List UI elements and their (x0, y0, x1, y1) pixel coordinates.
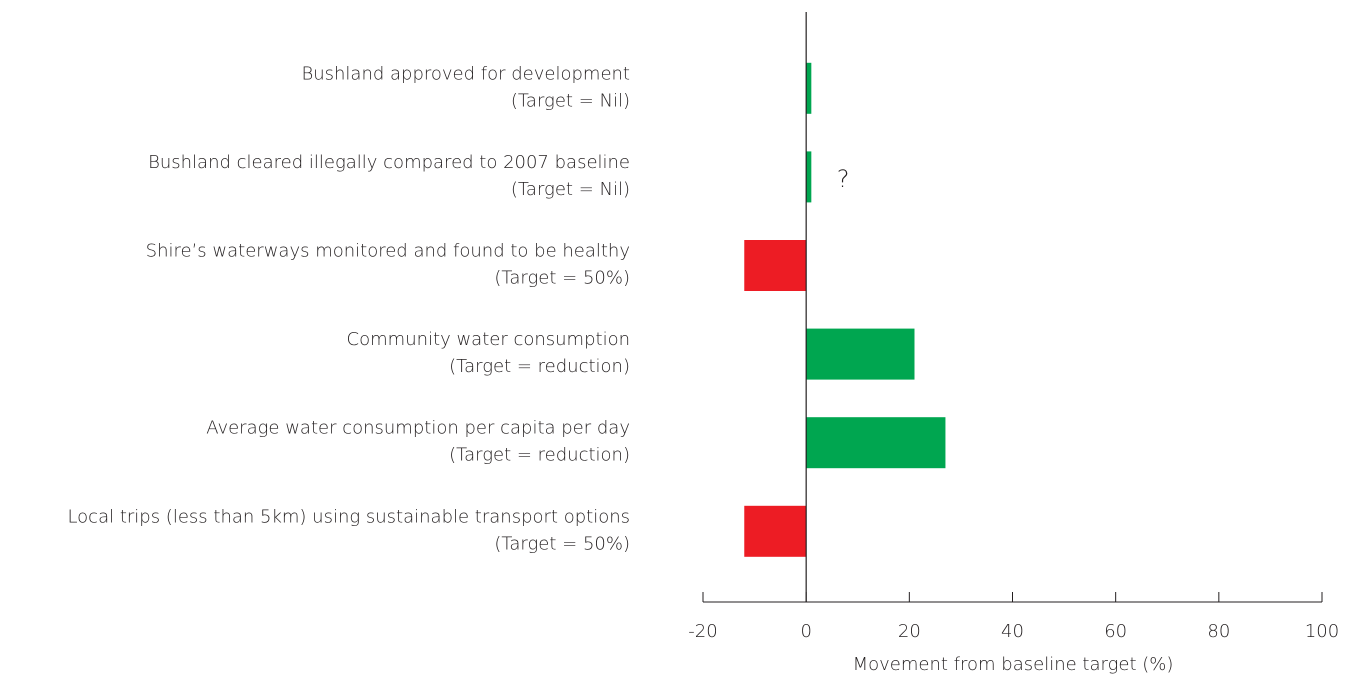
category-label: Average water consumption per capita per… (206, 418, 630, 439)
category-target: (Target = 50%) (494, 533, 630, 554)
category-target: (Target = Nil) (511, 179, 630, 200)
x-tick-label: 100 (1305, 621, 1339, 642)
bar (744, 240, 807, 291)
x-tick-label: 20 (898, 621, 921, 642)
category-label: Bushland cleared illegally compared to 2… (148, 152, 630, 173)
bar (744, 505, 807, 557)
category-target: (Target = Nil) (511, 90, 630, 111)
category-target: (Target = reduction) (449, 356, 630, 377)
bar (806, 62, 812, 114)
category-target: (Target = 50%) (494, 268, 630, 289)
x-tick-label: 60 (1104, 621, 1127, 642)
category-label: Community water consumption (347, 329, 630, 350)
bar (806, 328, 915, 380)
x-tick-label: -20 (688, 621, 717, 642)
category-target: (Target = reduction) (449, 445, 630, 466)
x-tick-label: 80 (1207, 621, 1230, 642)
category-label: Bushland approved for development (301, 63, 630, 84)
x-axis-label: Movement from baseline target (%) (853, 654, 1174, 675)
category-label: Local trips (less than 5km) using sustai… (67, 506, 630, 527)
bar (806, 151, 812, 203)
bar (806, 417, 946, 469)
category-label: Shire’s waterways monitored and found to… (146, 241, 630, 262)
x-tick-label: 40 (1001, 621, 1024, 642)
annotation: ? (837, 165, 850, 193)
x-tick-label: 0 (800, 621, 811, 642)
